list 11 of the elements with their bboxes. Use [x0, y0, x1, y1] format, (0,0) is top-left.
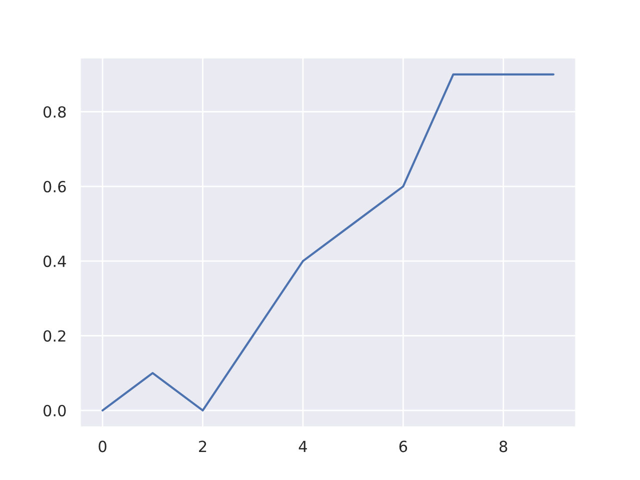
- y-tick-label: 0.0: [44, 404, 66, 416]
- x-tick-label: 2: [199, 440, 206, 452]
- y-tick-label: 0.2: [44, 330, 66, 342]
- x-tick-label: 4: [298, 440, 307, 452]
- x-tick-label: 0: [98, 440, 106, 452]
- line-series: [102, 73, 554, 412]
- x-tick-label: 6: [399, 440, 408, 452]
- y-tick-label: 0.6: [44, 180, 66, 192]
- y-tick-label: 0.4: [44, 256, 66, 268]
- x-tick-label: 8: [500, 440, 508, 452]
- y-tick-label: 0.8: [44, 106, 66, 118]
